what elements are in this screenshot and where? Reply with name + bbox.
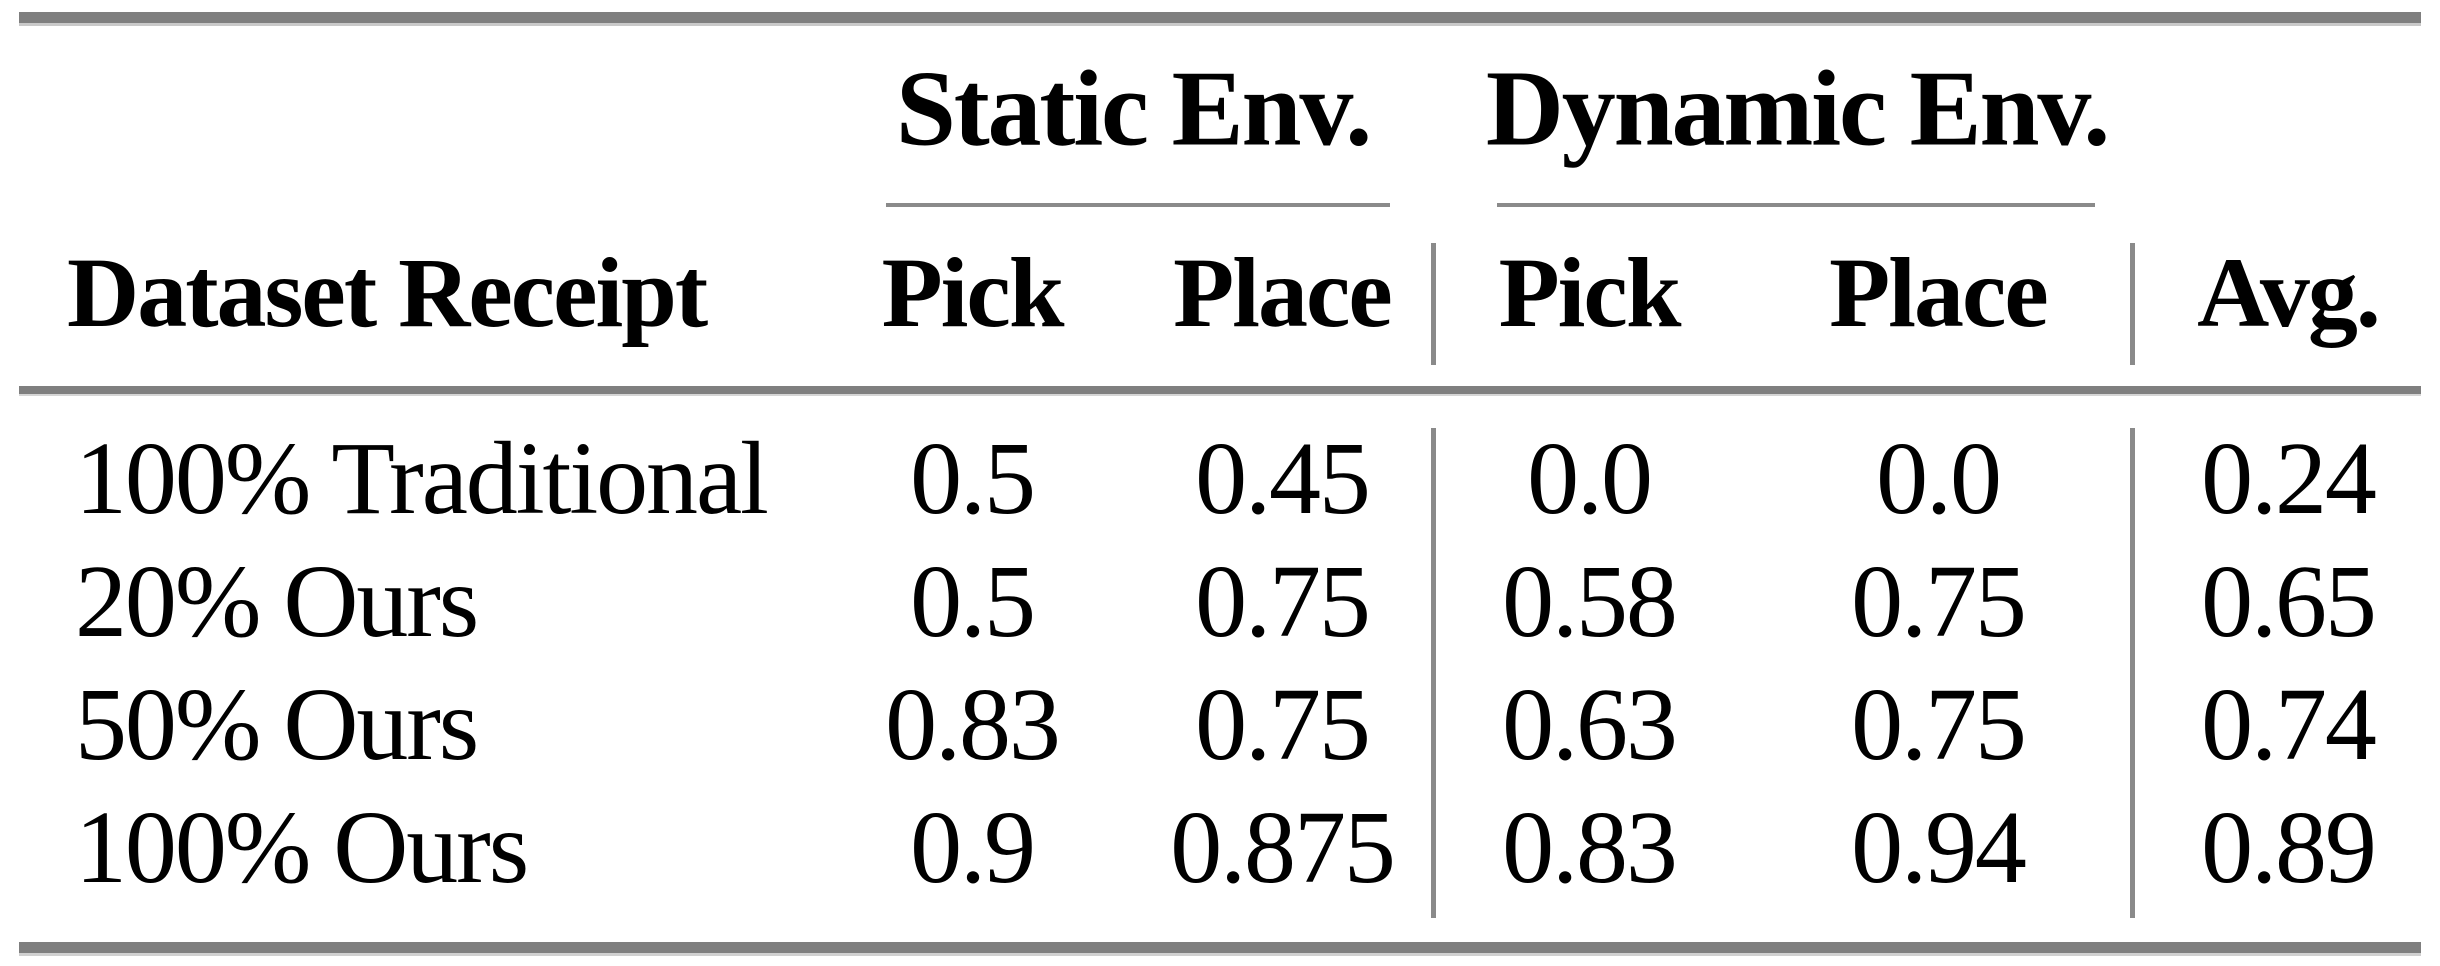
dynamic-place-value: 0.75: [1851, 666, 2027, 782]
static-env-group-header: Static Env.: [895, 49, 1372, 169]
avg-value: 0.24: [2201, 420, 2377, 536]
dynamic-place-value: 0.75: [1851, 543, 2027, 659]
divider-static-dynamic-header: [1431, 243, 1436, 365]
table-bottom-rule: [19, 942, 2421, 953]
dynamic-place-value: 0.0: [1876, 420, 2002, 536]
static-pick-value: 0.83: [885, 666, 1061, 782]
dynamic-pick-value: 0.0: [1527, 420, 1653, 536]
avg-header: Avg.: [2197, 237, 2381, 348]
table-header-rule: [19, 386, 2421, 394]
dynamic-pick-header: Pick: [1498, 237, 1682, 348]
table-row: 20% Ours 0.5 0.75 0.58 0.75 0.65: [0, 544, 2440, 667]
static-pick-header: Pick: [881, 237, 1065, 348]
avg-value: 0.74: [2201, 666, 2377, 782]
static-pick-value: 0.5: [910, 420, 1036, 536]
column-group-header-row: Static Env. Dynamic Env.: [0, 24, 2440, 204]
row-header-label: Dataset Receipt: [67, 237, 708, 348]
dynamic-place-value: 0.94: [1851, 789, 2027, 905]
table-row: 100% Traditional 0.5 0.45 0.0 0.0 0.24: [0, 421, 2440, 544]
avg-value: 0.89: [2201, 789, 2377, 905]
divider-dynamic-avg-body: [2130, 428, 2135, 918]
dynamic-env-group-rule: [1497, 203, 2095, 207]
dynamic-pick-value: 0.63: [1502, 666, 1678, 782]
table-row: 100% Ours 0.9 0.875 0.83 0.94 0.89: [0, 790, 2440, 913]
static-place-value: 0.75: [1195, 543, 1371, 659]
static-pick-value: 0.5: [910, 543, 1036, 659]
static-place-value: 0.875: [1170, 789, 1396, 905]
table-row: 50% Ours 0.83 0.75 0.63 0.75 0.74: [0, 667, 2440, 790]
table-top-rule: [19, 12, 2421, 23]
row-label: 100% Ours: [75, 789, 529, 905]
column-header-row: Dataset Receipt Pick Place Pick Place Av…: [0, 207, 2440, 387]
static-place-header: Place: [1173, 237, 1393, 348]
row-label: 50% Ours: [75, 666, 479, 782]
avg-value: 0.65: [2201, 543, 2377, 659]
dynamic-place-header: Place: [1829, 237, 2049, 348]
dynamic-env-group-header: Dynamic Env.: [1485, 49, 2110, 169]
row-label: 100% Traditional: [75, 420, 769, 536]
divider-dynamic-avg-header: [2130, 243, 2135, 365]
dynamic-pick-value: 0.83: [1502, 789, 1678, 905]
divider-static-dynamic-body: [1431, 428, 1436, 918]
row-label: 20% Ours: [75, 543, 479, 659]
dynamic-pick-value: 0.58: [1502, 543, 1678, 659]
static-place-value: 0.75: [1195, 666, 1371, 782]
static-place-value: 0.45: [1195, 420, 1371, 536]
static-pick-value: 0.9: [910, 789, 1036, 905]
static-env-group-rule: [886, 203, 1390, 207]
